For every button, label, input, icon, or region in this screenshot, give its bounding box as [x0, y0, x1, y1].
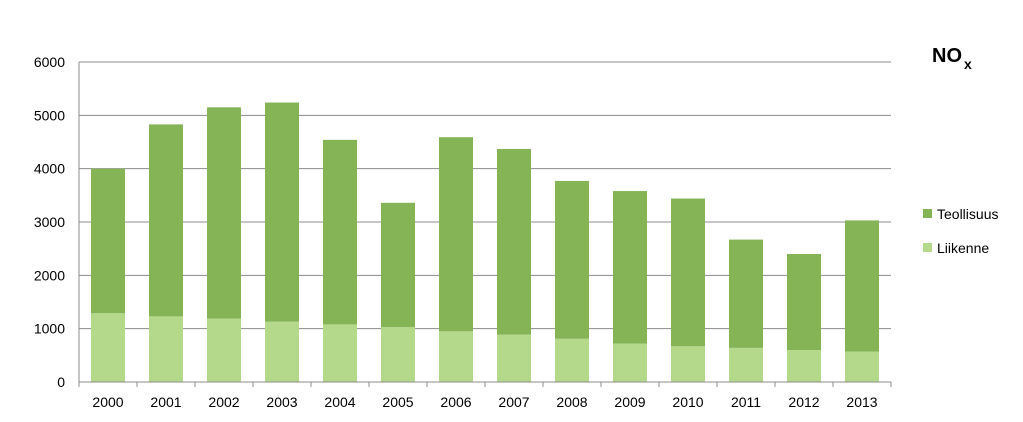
bar-segment-liikenne — [149, 316, 183, 382]
x-tick-labels: 2000 2001 2002 2003 2004 2005 2006 2007 2008 2009… — [92, 394, 877, 410]
x-tick-label: 2000 — [92, 394, 123, 410]
bar-segment-liikenne — [787, 350, 821, 382]
bar-segment-liikenne — [381, 327, 415, 382]
x-tick-label: 2002 — [208, 394, 239, 410]
chart-title: NO x — [932, 45, 972, 72]
x-tick-label: 2006 — [440, 394, 471, 410]
bar-segment-teollisuus — [323, 139, 357, 325]
legend: Teollisuus Liikenne — [923, 206, 998, 256]
x-tick-label: 2004 — [324, 394, 355, 410]
bar-segment-teollisuus — [729, 239, 763, 348]
bar-segment-teollisuus — [555, 180, 589, 339]
bar-segment-liikenne — [497, 334, 531, 382]
x-tick-label: 2009 — [614, 394, 645, 410]
bar-segment-liikenne — [323, 324, 357, 382]
bar-segment-teollisuus — [845, 220, 879, 352]
y-tick-label: 6000 — [34, 54, 65, 70]
bar-segment-liikenne — [845, 351, 879, 382]
bar-segment-teollisuus — [207, 107, 241, 319]
bar-segment-liikenne — [91, 313, 125, 382]
bar-segment-teollisuus — [91, 168, 125, 314]
chart-title-main: NO — [932, 45, 962, 67]
x-tick-label: 2007 — [498, 394, 529, 410]
bar-segment-liikenne — [613, 343, 647, 382]
bar-segment-teollisuus — [265, 102, 299, 322]
bar-segment-liikenne — [439, 331, 473, 382]
axes — [78, 62, 892, 387]
y-tick-label: 1000 — [34, 321, 65, 337]
bar-segment-teollisuus — [149, 124, 183, 317]
x-tick-label: 2013 — [846, 394, 877, 410]
bar-segment-liikenne — [555, 338, 589, 382]
bar-segment-liikenne — [729, 347, 763, 382]
bar-segment-liikenne — [207, 318, 241, 382]
y-tick-label: 3000 — [34, 214, 65, 230]
bars — [91, 102, 879, 382]
bar-segment-teollisuus — [671, 198, 705, 347]
x-tick-label: 2001 — [150, 394, 181, 410]
x-tick-label: 2005 — [382, 394, 413, 410]
y-tick-labels: 0 1000 2000 3000 4000 5000 6000 — [34, 54, 65, 390]
legend-swatch-liikenne — [923, 243, 932, 252]
bar-segment-liikenne — [671, 346, 705, 382]
legend-swatch-teollisuus — [923, 209, 932, 218]
bar-segment-teollisuus — [613, 191, 647, 344]
y-tick-label: 0 — [57, 374, 65, 390]
x-tick-label: 2010 — [672, 394, 703, 410]
bar-segment-liikenne — [265, 321, 299, 382]
bar-segment-teollisuus — [497, 148, 531, 335]
y-tick-label: 2000 — [34, 267, 65, 283]
legend-label-liikenne: Liikenne — [937, 240, 989, 256]
x-tick-label: 2011 — [731, 394, 761, 410]
bar-segment-teollisuus — [439, 137, 473, 332]
chart-title-subscript: x — [964, 56, 972, 72]
bar-segment-teollisuus — [787, 254, 821, 350]
x-tick-label: 2012 — [788, 394, 819, 410]
legend-label-teollisuus: Teollisuus — [937, 206, 998, 222]
gridlines — [79, 61, 891, 330]
bar-segment-teollisuus — [381, 202, 415, 328]
x-tick-label: 2003 — [266, 394, 297, 410]
y-tick-label: 5000 — [34, 107, 65, 123]
x-tick-label: 2008 — [556, 394, 587, 410]
y-tick-label: 4000 — [34, 161, 65, 177]
